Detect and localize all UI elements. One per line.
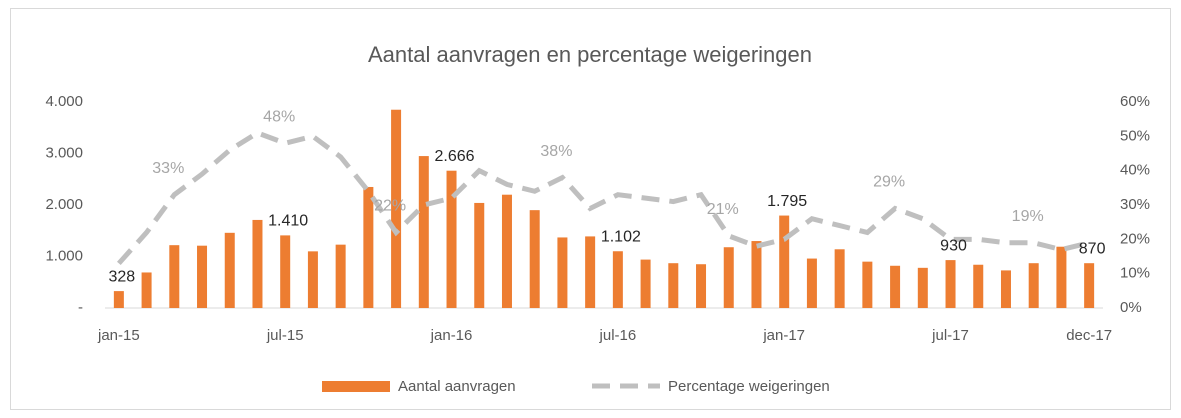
bar [1028,263,1039,308]
bar [307,251,318,308]
bar-label: 1.410 [268,213,308,230]
y-tick-label: 2.000 [45,196,83,213]
line-label: 48% [263,108,295,125]
bar [169,245,180,308]
bar [696,264,707,308]
y-tick-label: 1.000 [45,247,83,264]
line-label: 21% [707,201,739,218]
y2-tick-label: 10% [1120,265,1150,282]
y2-tick-label: 0% [1120,299,1142,316]
bar [335,244,346,308]
bar-label: 1.795 [767,193,807,210]
y2-tick-label: 50% [1120,127,1150,144]
bar [391,109,402,308]
legend-label: Percentage weigeringen [668,378,830,395]
y-tick-label: 3.000 [45,144,83,161]
bar [363,186,374,308]
x-tick-label: jan-15 [97,327,140,344]
bar [779,215,790,308]
bar-label: 328 [109,268,136,285]
bar [585,236,596,308]
line-label: 33% [152,160,184,177]
legend-swatch [322,381,390,392]
bar [834,249,845,308]
x-tick-label: jul-16 [599,327,637,344]
line [117,130,1090,266]
bar-label: 2.666 [435,148,475,165]
bar [557,237,568,308]
x-tick-label: jan-16 [430,327,473,344]
y2-tick-label: 40% [1120,162,1150,179]
bar-label: 930 [940,237,967,254]
line-label: 22% [374,198,406,215]
bar [612,251,623,308]
x-tick-label: jul-15 [266,327,304,344]
y2-tick-label: 60% [1120,93,1150,110]
y2-tick-label: 20% [1120,230,1150,247]
bar [252,219,263,308]
bar [917,267,928,308]
legend-label: Aantal aanvragen [398,378,516,395]
x-tick-label: jul-17 [931,327,969,344]
bar [529,210,540,308]
bar [973,264,984,308]
bar [751,241,762,308]
bar-label: 870 [1079,240,1106,257]
line-label: 19% [1012,208,1044,225]
bar [1056,246,1067,308]
bar [446,170,457,308]
bar [418,156,429,308]
line-label: 29% [873,174,905,191]
x-tick-label: jan-17 [762,327,805,344]
bar [474,202,485,308]
x-tick-label: dec-17 [1066,327,1112,344]
bar [723,247,734,308]
y-tick-label: - [78,299,83,316]
bar [945,260,956,308]
line-label: 38% [540,143,572,160]
bar [640,259,651,308]
y2-tick-label: 30% [1120,196,1150,213]
y-tick-label: 4.000 [45,93,83,110]
bar [224,232,235,308]
bar [113,291,124,308]
bar [806,258,817,308]
bar [141,272,152,308]
bar [862,261,873,308]
bar [280,235,291,308]
bar [1084,263,1095,308]
bar [197,245,208,308]
bar [1000,270,1011,308]
bar [890,265,901,308]
bar [501,194,512,308]
bar [668,263,679,308]
chart-title: Aantal aanvragen en percentage weigering… [368,42,812,67]
bar-label: 1.102 [601,228,641,245]
